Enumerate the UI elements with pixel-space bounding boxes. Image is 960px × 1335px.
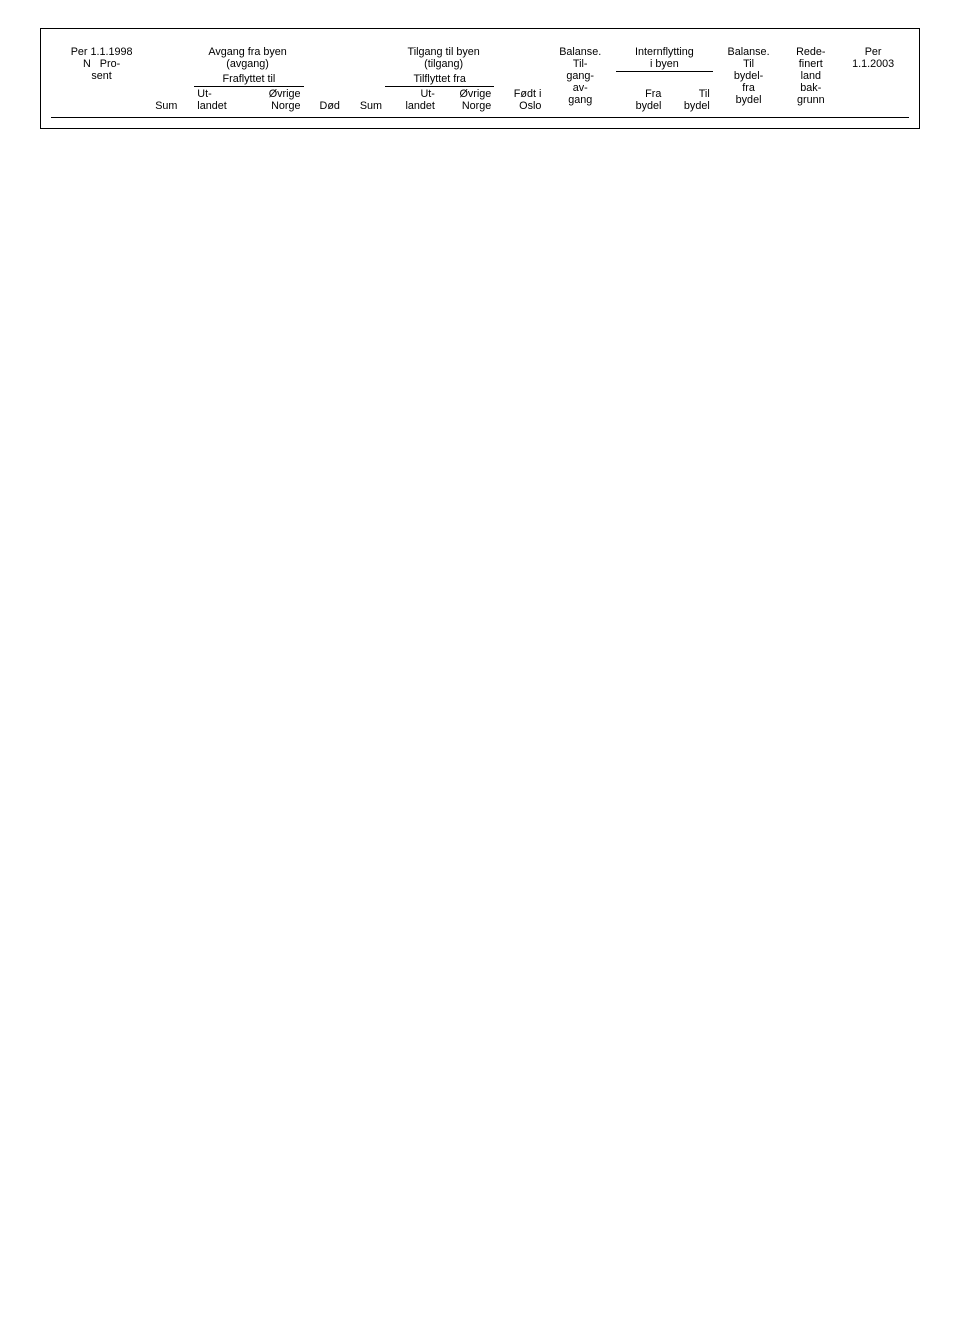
col-tilbydel: Tilbydel xyxy=(664,72,712,113)
col-utl1: Ut-landet xyxy=(194,86,247,113)
data-table: Per 1.1.1998N Pro-sent Avgang fra byen(a… xyxy=(51,45,909,113)
table-2-container: Per 1.1.1998N Pro-sent Avgang fra byen(a… xyxy=(40,28,920,129)
line-chart xyxy=(40,153,300,413)
col-balanse2: Balanse.Tilbydel-frabydel xyxy=(713,45,785,113)
col-balanse1: Balanse.Til-gang-av-gang xyxy=(544,45,616,113)
col-dod: Død xyxy=(304,72,343,113)
col-ovr2: ØvrigeNorge xyxy=(438,86,494,113)
col-avgang: Avgang fra byen(avgang) xyxy=(152,45,343,72)
col-frabydel: Frabydel xyxy=(616,72,664,113)
col-ovr1: ØvrigeNorge xyxy=(247,86,303,113)
col-redef: Rede-finertlandbak-grunn xyxy=(784,45,837,113)
col-per1998: Per 1.1.1998N Pro-sent xyxy=(51,45,152,113)
col-sum: Sum xyxy=(152,72,194,113)
col-utl2: Ut-landet xyxy=(385,86,438,113)
col-fraflyttet: Fraflyttet til xyxy=(194,72,303,87)
body-text xyxy=(328,147,920,419)
col-tilflyttet: Tilflyttet fra xyxy=(385,72,494,87)
col-fodt: Født iOslo xyxy=(494,72,544,113)
col-intern: Internflyttingi byen xyxy=(616,45,713,72)
col-sum2: Sum xyxy=(343,72,385,113)
table-source xyxy=(51,117,909,120)
chart-svg xyxy=(40,153,300,413)
col-tilgang: Tilgang til byen(tilgang) xyxy=(343,45,544,72)
col-per2003: Per1.1.2003 xyxy=(837,45,909,113)
